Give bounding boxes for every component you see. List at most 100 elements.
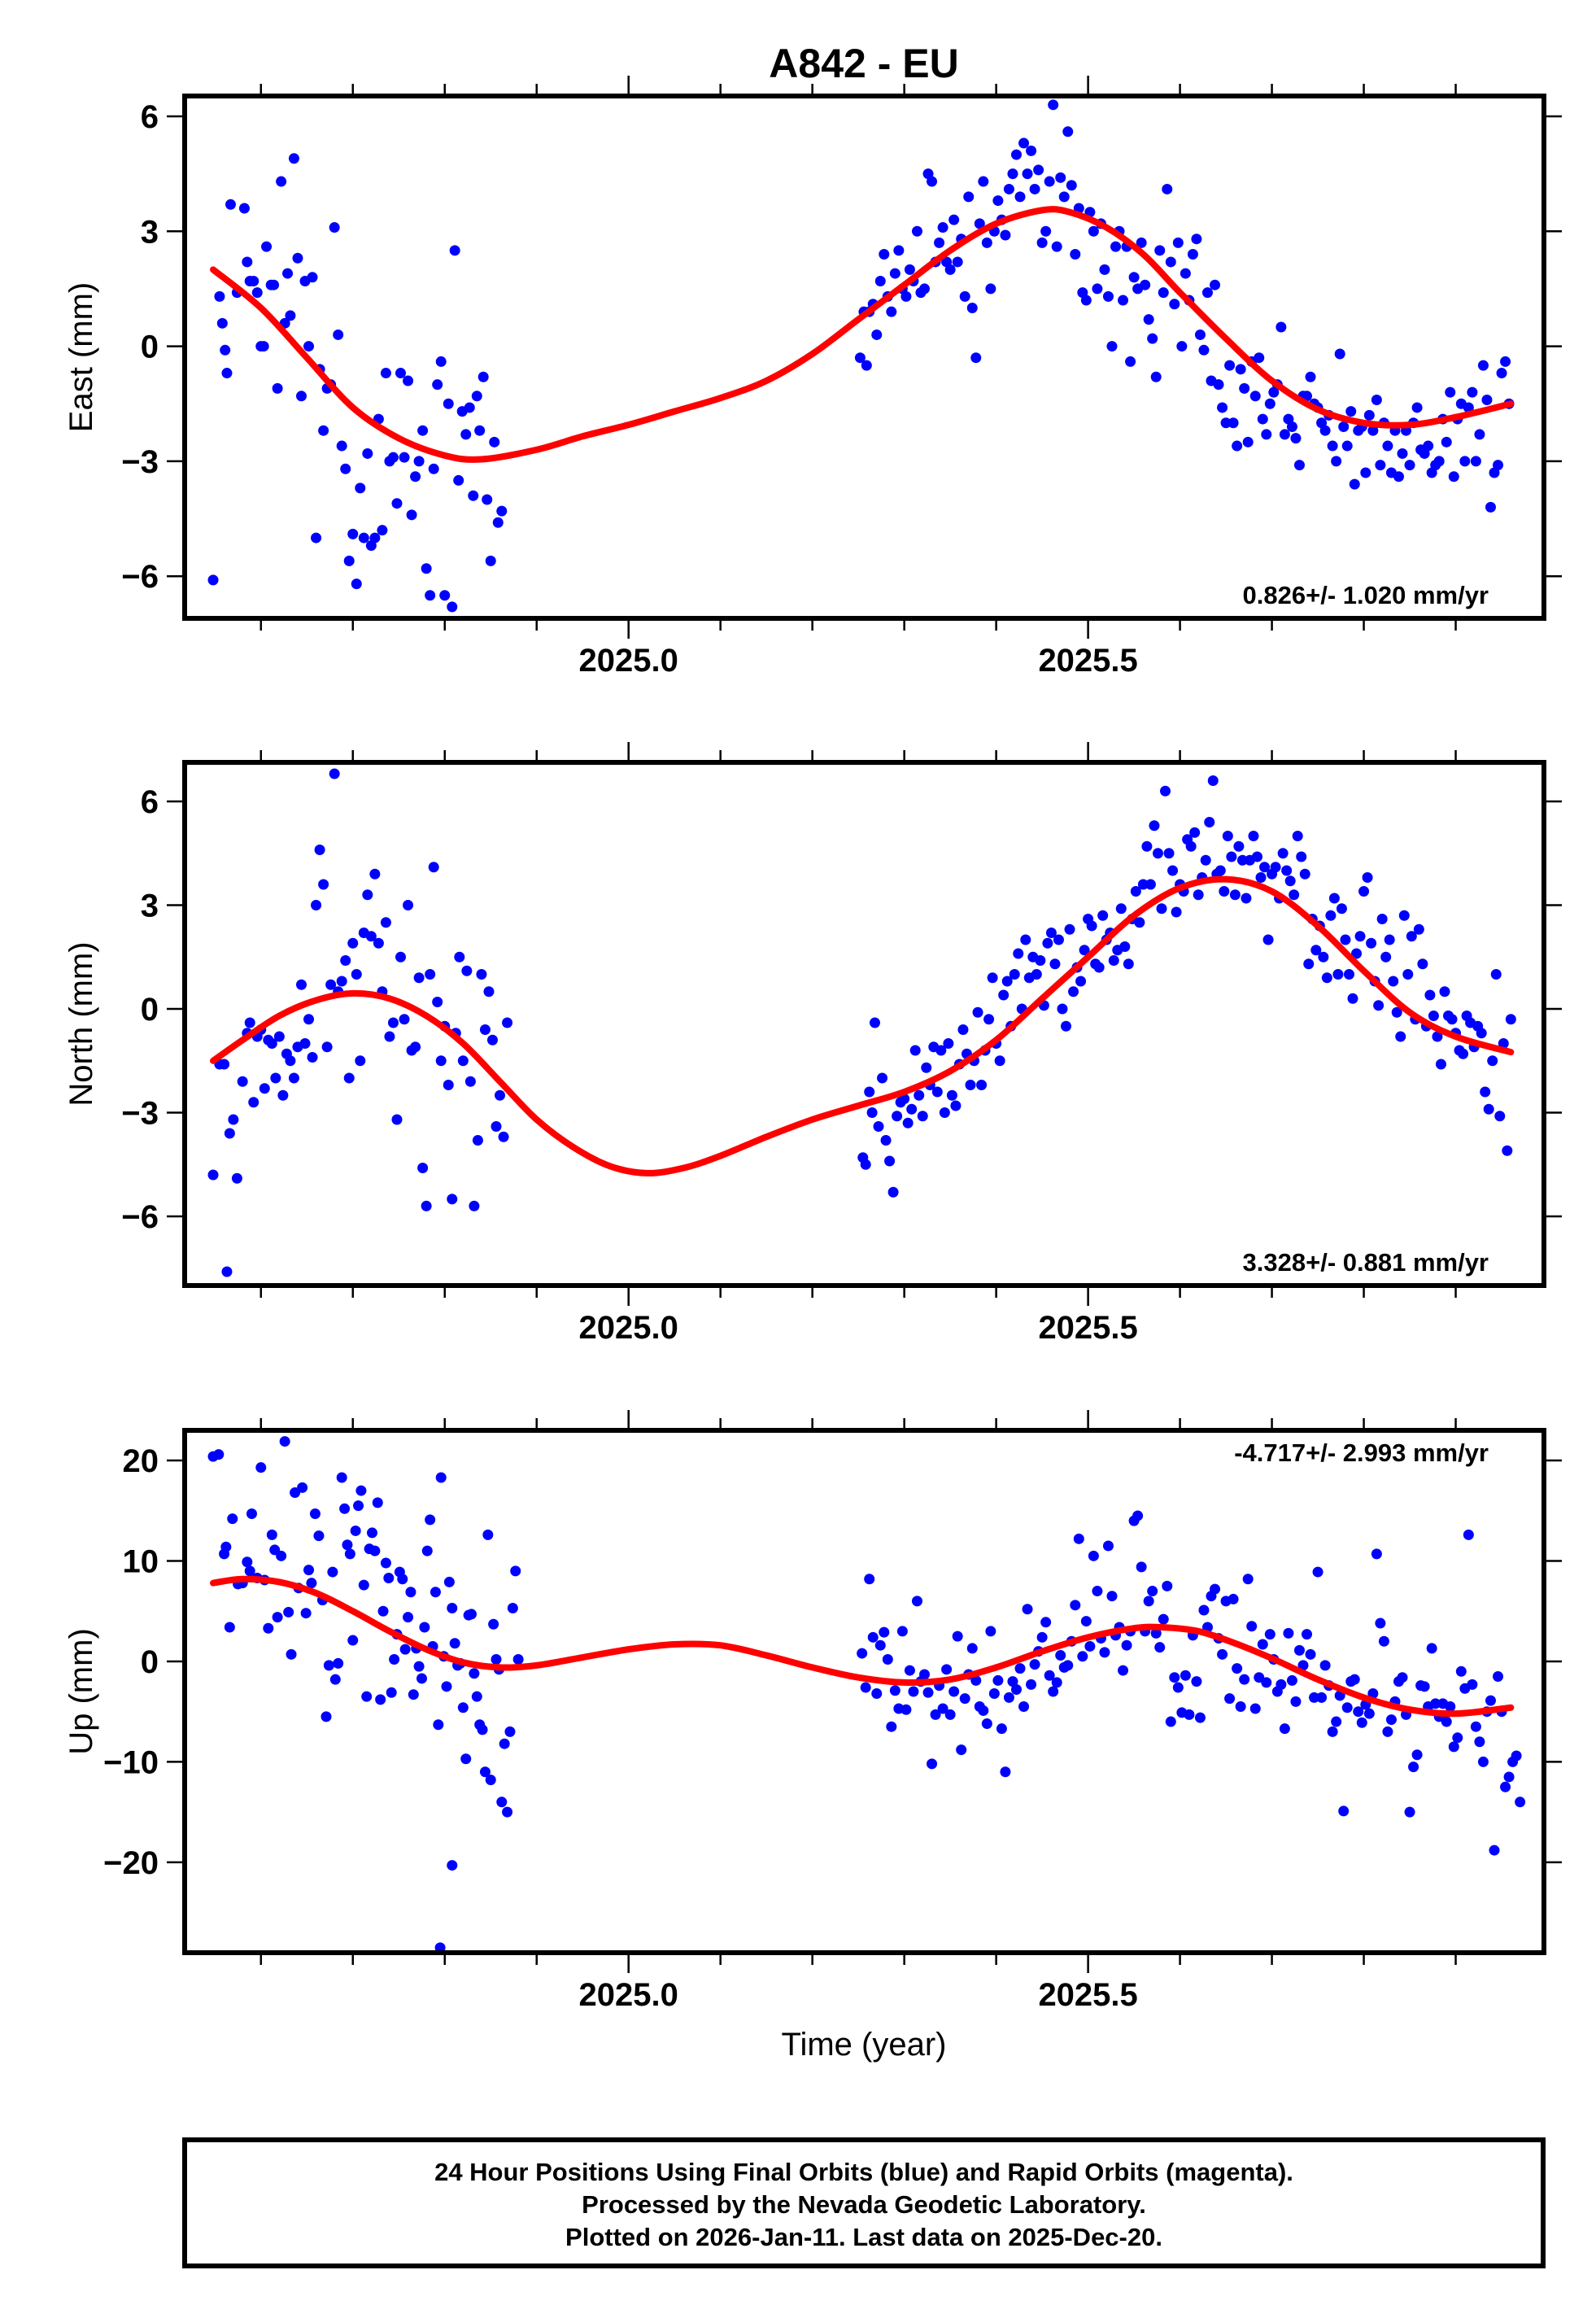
data-point [369,868,381,880]
data-point [1040,225,1052,237]
data-point [207,1169,219,1181]
data-point [372,1497,383,1508]
data-point [1283,1627,1294,1639]
data-point [1042,937,1053,949]
data-point [934,237,945,248]
data-point [303,1565,315,1576]
data-point [1375,460,1386,471]
data-point [408,1689,419,1700]
data-point [864,1574,875,1585]
data-point [350,1525,361,1536]
data-point [342,1539,353,1551]
data-point [889,268,900,279]
data-point [1070,1600,1081,1611]
data-point [900,290,912,302]
data-point [1376,914,1388,925]
data-point [1134,917,1145,928]
data-point [1254,352,1265,364]
data-point [224,1128,235,1139]
data-point [1051,1677,1062,1688]
data-point [886,306,897,317]
data-point [373,937,384,949]
data-point [449,1638,460,1649]
data-point [403,900,414,911]
y-tick-label: −3 [121,1096,159,1132]
data-point [329,1674,341,1685]
data-point [860,1682,871,1693]
data-point [397,1574,408,1585]
data-point [299,1038,311,1050]
data-point [1423,440,1434,452]
data-point [1354,931,1366,942]
data-point [258,341,269,352]
data-point [279,1436,290,1447]
data-point [421,1200,432,1211]
data-point [884,1155,896,1167]
data-point [1123,958,1134,970]
data-point [1088,225,1099,237]
data-point [1296,851,1307,862]
data-point [1149,820,1160,832]
model-fit-line [210,1575,1515,1718]
data-point [339,1503,351,1514]
data-point [889,1685,900,1696]
data-point [1048,1686,1059,1697]
data-point [966,302,978,313]
data-point [295,391,307,402]
data-point [874,276,886,287]
data-point [1086,920,1097,932]
data-point [1310,945,1322,956]
data-point [1448,471,1459,482]
data-point [391,498,403,509]
data-point [1303,958,1315,970]
y-tick-label: 0 [141,330,159,365]
data-point [220,1541,232,1552]
data-point [869,1017,880,1028]
data-point [297,1482,308,1493]
data-point [365,931,377,942]
data-point [1141,840,1153,852]
data-point [1257,1639,1268,1650]
data-point [970,352,982,364]
data-point [1309,1692,1320,1703]
data-point [1130,886,1141,897]
data-point [873,1121,884,1133]
data-point [479,1024,491,1036]
data-point [1477,1756,1489,1767]
data-point [1080,295,1092,306]
data-point [482,494,493,505]
data-point [1232,440,1243,452]
data-point [219,1059,230,1070]
data-point [362,447,373,459]
data-point [1489,1844,1500,1856]
data-point [347,937,359,949]
data-point [479,1766,491,1778]
data-point [1217,1648,1228,1660]
data-point [1328,893,1340,904]
data-point [502,1806,513,1818]
footer-line-3: Plotted on 2026-Jan-11. Last data on 202… [565,2223,1162,2251]
data-point [1246,1621,1258,1632]
data-point [1286,421,1297,432]
y-tick-label: −20 [103,1845,159,1881]
data-point [919,283,931,295]
data-point [1057,1003,1068,1015]
data-point [957,1024,969,1036]
data-point [1286,1674,1297,1686]
data-point [351,578,362,590]
y-tick-label: 0 [141,1644,159,1680]
data-point [362,889,373,901]
data-point [1092,283,1103,295]
data-point [1362,872,1373,884]
data-point [1293,1644,1305,1656]
velocity-rate-label: 0.826+/- 1.020 mm/yr [1243,581,1489,609]
y-tick-label: −6 [121,559,159,595]
data-point [1302,1629,1313,1640]
data-point [935,1045,947,1056]
data-point [496,1796,508,1808]
data-point [1493,460,1504,471]
data-point [1452,1732,1463,1744]
data-point [485,1775,496,1786]
data-point [1428,1011,1439,1022]
data-point [1062,126,1074,138]
